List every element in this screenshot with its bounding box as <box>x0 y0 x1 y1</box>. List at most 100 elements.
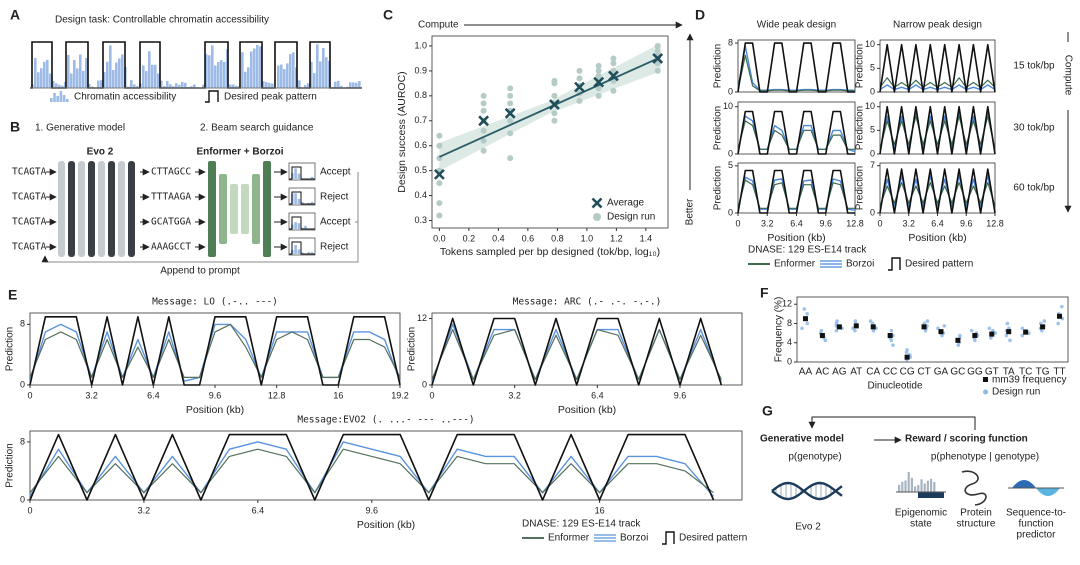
average-marker <box>433 168 445 180</box>
design-run-point <box>480 127 487 134</box>
design-run-point <box>551 110 558 117</box>
accessibility-bar <box>319 61 322 88</box>
plot-frame <box>879 39 996 93</box>
evo-layer <box>128 161 135 257</box>
design-run-point <box>551 92 558 99</box>
x-tick-label: TG <box>1036 367 1050 378</box>
design-run-point <box>891 343 895 347</box>
legend-label: mm39 frequency <box>992 375 1066 386</box>
x-tick-label: 9.6 <box>960 218 973 228</box>
desired-line <box>737 169 855 214</box>
design-run-point <box>595 67 602 74</box>
mm39-marker <box>887 333 893 339</box>
y-axis-label: Prediction <box>713 106 724 150</box>
accessibility-bar <box>286 63 289 88</box>
accessibility-bar <box>67 54 70 88</box>
design-run-point <box>819 328 824 333</box>
evo-layer <box>68 161 75 257</box>
accessibility-bar <box>304 85 307 88</box>
x-tick-label: AC <box>815 367 829 378</box>
accessibility-bar <box>229 84 232 88</box>
design-run-point <box>1060 304 1064 309</box>
accessibility-bar <box>259 46 262 88</box>
panel-letter: F <box>760 285 769 301</box>
accessibility-bar <box>193 84 196 88</box>
legend-marker <box>593 213 601 221</box>
score-bar <box>310 176 314 179</box>
design-run-point <box>595 72 602 79</box>
enformer-layer <box>219 174 227 244</box>
accessibility-bar <box>352 82 355 88</box>
y-tick-label: 0 <box>870 207 875 217</box>
x-tick-label: 0 <box>735 218 740 228</box>
accessibility-bar <box>232 84 235 88</box>
compute-label: Compute <box>1062 55 1073 96</box>
y-axis-label: Prediction <box>713 166 724 210</box>
design-run-point <box>654 42 661 49</box>
plot-title: Message: LO (.-.. ---) <box>152 297 278 308</box>
x-tick-label: GC <box>950 367 965 378</box>
scorer-label: Reward / scoring function <box>905 434 1028 445</box>
panel-letter: G <box>762 403 773 419</box>
enformer-line <box>29 323 401 378</box>
accessibility-bar <box>208 55 211 88</box>
y-tick-label: 0 <box>728 86 733 96</box>
y-tick-label: 5 <box>728 160 733 170</box>
x-tick-label: 0.6 <box>522 233 535 243</box>
seqfunc-wave-up <box>1012 480 1036 488</box>
x-tick-label: GT <box>985 367 999 378</box>
legend-marker <box>591 197 603 209</box>
legend-marker <box>983 389 988 395</box>
epigenomic-bar <box>920 479 923 492</box>
average-marker <box>549 99 560 110</box>
row-label: 30 tok/bp <box>1013 123 1055 134</box>
enformer-layer <box>241 184 249 234</box>
panel-letter: E <box>8 287 17 303</box>
score-bar <box>294 222 297 229</box>
enformer-line <box>879 182 996 207</box>
epigenomic-bar <box>904 480 907 492</box>
y-axis-label: Prediction <box>407 327 418 371</box>
y-tick-label: 0 <box>870 86 875 96</box>
epigenomic-block <box>918 492 944 498</box>
accessibility-bar <box>112 69 115 88</box>
score-bar <box>307 252 311 254</box>
design-run-point <box>551 117 558 124</box>
design-run-point <box>1020 326 1025 331</box>
accessibility-bar <box>106 61 109 88</box>
design-run-point <box>551 77 558 84</box>
accessibility-bar <box>79 54 82 88</box>
y-tick-label: 0 <box>728 207 733 217</box>
enformer-line <box>879 77 996 88</box>
accessibility-bar <box>250 51 253 88</box>
average-marker <box>652 53 664 64</box>
mm39-marker <box>853 323 859 329</box>
accessibility-bar <box>97 80 100 88</box>
mm39-marker <box>819 333 825 339</box>
score-bar <box>297 223 301 229</box>
design-run-point <box>436 142 443 149</box>
average-marker <box>504 107 516 119</box>
scorer-example: Epigenomic <box>895 508 947 519</box>
mm39-marker <box>938 329 944 335</box>
legend-label: Enformer <box>548 533 590 544</box>
plot-frame <box>796 296 1069 363</box>
accessibility-bar <box>349 82 352 88</box>
y-tick-label: 10 <box>865 101 875 111</box>
accessibility-bar <box>271 83 274 88</box>
design-run-point <box>610 55 617 62</box>
desired-line <box>431 317 723 386</box>
generator-example: Evo 2 <box>795 522 821 533</box>
y-tick-label: 4 <box>787 337 792 347</box>
accessibility-bar <box>205 54 208 88</box>
x-tick-label: 0 <box>877 218 882 228</box>
y-tick-label: 0 <box>728 148 733 158</box>
score-bar <box>310 202 314 204</box>
x-tick-label: 9.6 <box>366 505 379 515</box>
x-tick-label: 3.2 <box>761 218 774 228</box>
design-run-point <box>1005 321 1010 326</box>
average-marker <box>478 115 490 127</box>
accessibility-bar <box>253 48 256 88</box>
mm39-marker <box>1006 329 1012 335</box>
accessibility-bar <box>157 73 160 88</box>
